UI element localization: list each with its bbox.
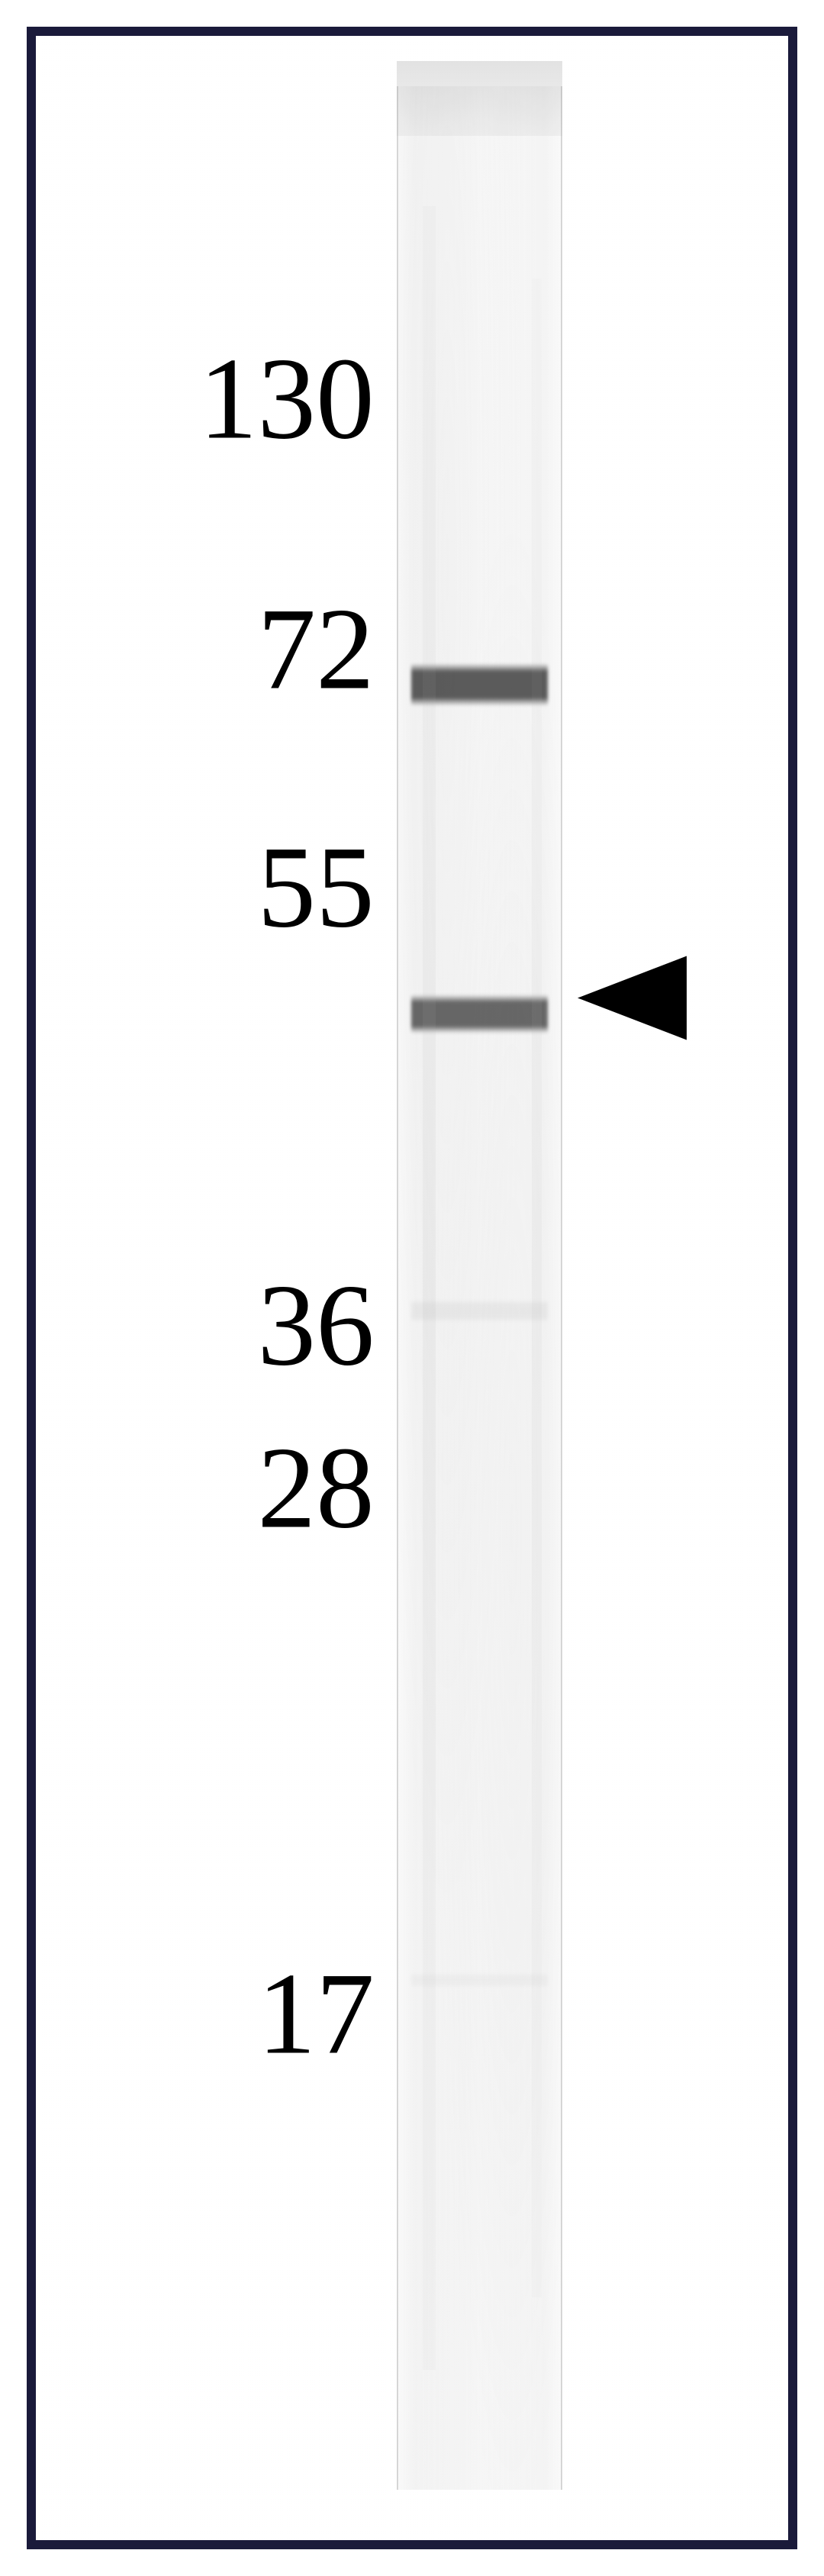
- blot-content-area: 130 72 55 36 28 17: [36, 36, 788, 2540]
- blot-lane: [397, 86, 562, 2491]
- lane-streak: [532, 279, 542, 2298]
- lane-streak: [423, 206, 436, 2370]
- mw-label-130: 130: [199, 331, 375, 466]
- mw-label-17: 17: [257, 1946, 374, 2081]
- arrow-icon: [578, 956, 687, 1044]
- blot-frame: 130 72 55 36 28 17: [27, 27, 797, 2549]
- mw-label-72: 72: [257, 582, 374, 717]
- mw-label-55: 55: [257, 820, 374, 955]
- mw-label-28: 28: [257, 1420, 374, 1556]
- mw-label-36: 36: [257, 1258, 374, 1393]
